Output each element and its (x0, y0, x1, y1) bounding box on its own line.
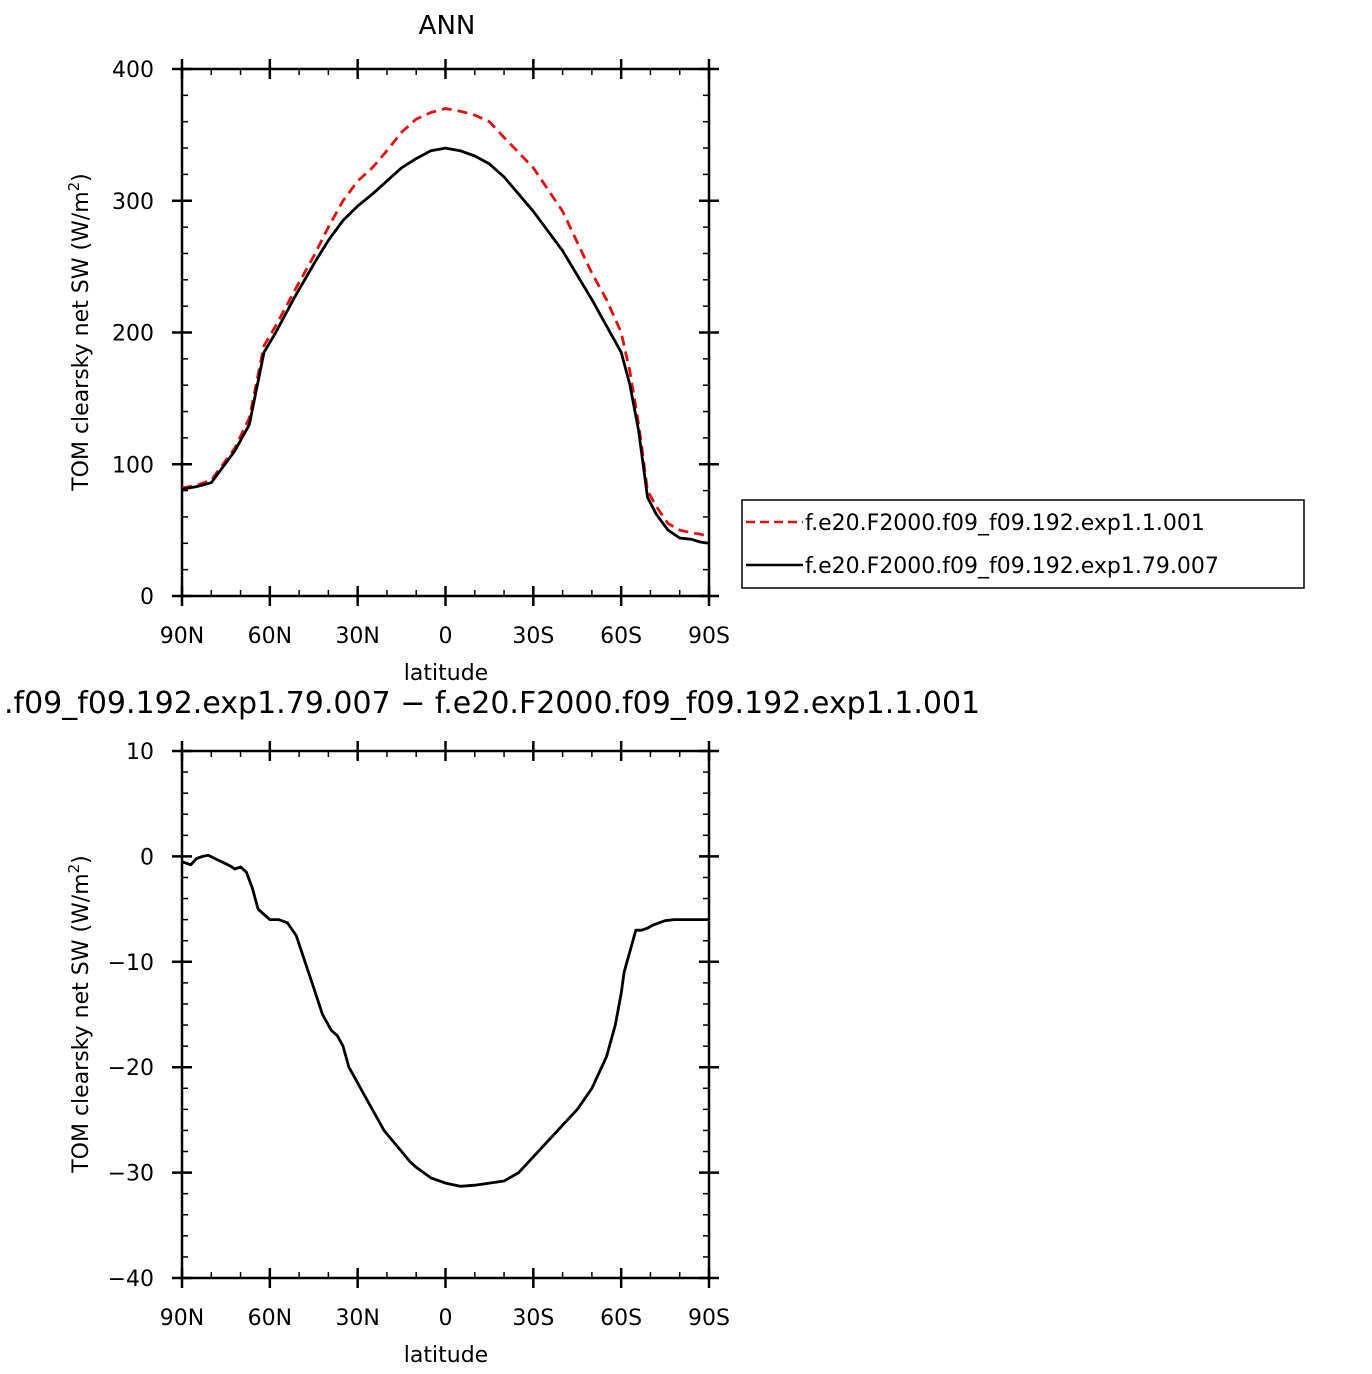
legend-box (741, 499, 1305, 589)
top-plot-series-line-2 (181, 146, 710, 545)
bottom-plot-frame (180, 749, 711, 1280)
legend-label-series-2: f.e20.F2000.f09_f09.192.exp1.79.007 (805, 554, 1219, 579)
top-plot-ytick-label: 400 (112, 58, 154, 83)
bottom-plot-xtick-label: 60N (248, 1306, 292, 1331)
bottom-plot-ytick-label: 10 (126, 740, 154, 765)
bottom-plot-xtick-label: 60S (600, 1306, 642, 1331)
bottom-plot-ytick-label: −40 (108, 1267, 154, 1292)
bottom-plot-ylabel: TOM clearsky net SW (W/m2) (65, 855, 94, 1174)
bottom-plot-ytick-label: −10 (108, 951, 154, 976)
top-plot-title: ANN (419, 11, 476, 41)
legend-label-series-1: f.e20.F2000.f09_f09.192.exp1.1.001 (805, 511, 1205, 536)
top-plot-ytick-label: 300 (112, 190, 154, 215)
top-plot-xtick-label: 0 (439, 624, 453, 649)
top-plot-xtick-label: 30S (512, 624, 554, 649)
top-plot-xtick-label: 90S (688, 624, 730, 649)
legend: f.e20.F2000.f09_f09.192.exp1.1.001 f.e20… (741, 499, 1305, 589)
bottom-plot-xtick-label: 90N (160, 1306, 204, 1331)
bottom-plot-ytick-label: −20 (108, 1056, 154, 1081)
top-plot-xtick-label: 30N (335, 624, 379, 649)
top-plot: ANN latitude TOM clearsky net SW (W/m2) … (65, 11, 730, 686)
top-plot-series-line-1 (181, 107, 710, 539)
bottom-plot-series-line-1 (181, 853, 709, 1188)
bottom-plot-xlabel: latitude (404, 1343, 488, 1368)
bottom-plot: .f09_f09.192.exp1.79.007 − f.e20.F2000.f… (4, 686, 980, 1368)
top-plot-xtick-label: 60N (248, 624, 292, 649)
bottom-plot-ytick-label: 0 (140, 845, 154, 870)
bottom-plot-ytick-label: −30 (108, 1162, 154, 1187)
top-plot-ytick-label: 200 (112, 322, 154, 347)
bottom-plot-title: .f09_f09.192.exp1.79.007 − f.e20.F2000.f… (4, 686, 980, 721)
bottom-plot-xtick-label: 30N (335, 1306, 379, 1331)
bottom-plot-xtick-label: 90S (688, 1306, 730, 1331)
top-plot-xtick-label: 90N (160, 624, 204, 649)
top-plot-ylabel: TOM clearsky net SW (W/m2) (65, 173, 94, 492)
top-plot-xtick-label: 60S (600, 624, 642, 649)
top-plot-ytick-label: 0 (140, 585, 154, 610)
bottom-plot-xtick-label: 30S (512, 1306, 554, 1331)
bottom-plot-xtick-label: 0 (439, 1306, 453, 1331)
top-plot-ytick-label: 100 (112, 453, 154, 478)
top-plot-xlabel: latitude (404, 661, 488, 686)
